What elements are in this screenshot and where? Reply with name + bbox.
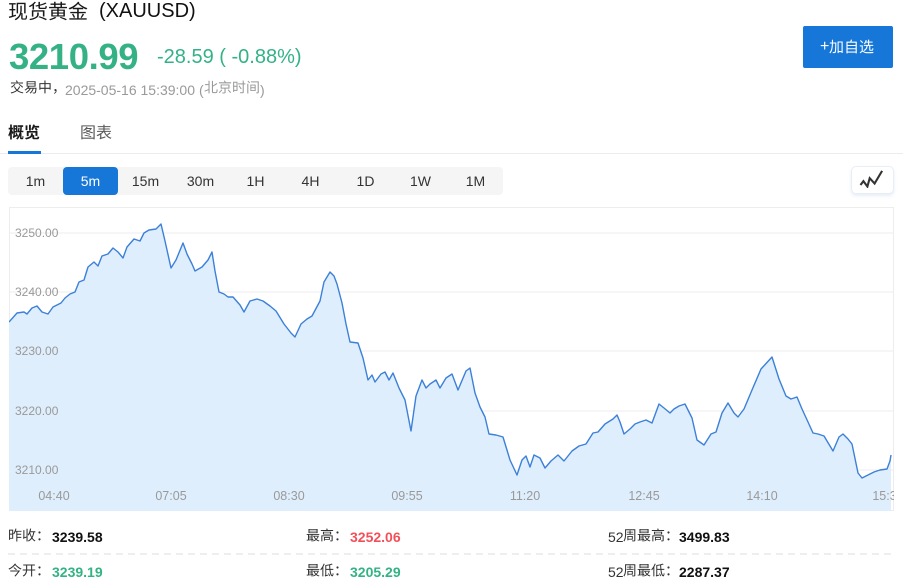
svg-text:09:55: 09:55 [391,489,422,503]
svg-text:08:30: 08:30 [273,489,304,503]
svg-text:07:05: 07:05 [155,489,186,503]
svg-text:3220.00: 3220.00 [15,404,59,418]
svg-text:14:10: 14:10 [746,489,777,503]
svg-text:11:20: 11:20 [510,489,540,503]
svg-text:3240.00: 3240.00 [15,285,59,299]
svg-text:12:45: 12:45 [628,489,659,503]
svg-text:3210.00: 3210.00 [15,463,59,477]
svg-text:3230.00: 3230.00 [15,344,59,358]
svg-text:04:40: 04:40 [38,489,69,503]
svg-text:15:35: 15:35 [872,489,894,503]
svg-text:3250.00: 3250.00 [15,226,59,240]
